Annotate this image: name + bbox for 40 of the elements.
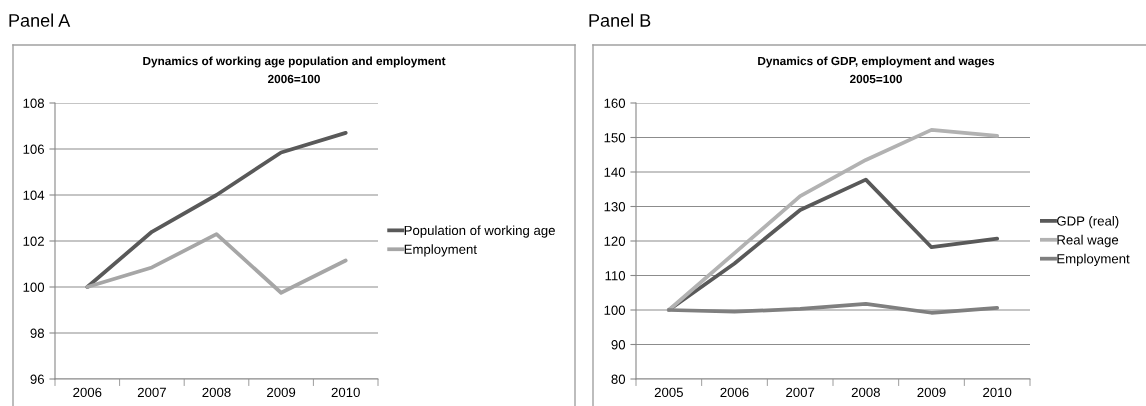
y-tick-label: 100 [604,305,626,315]
x-tick-label: 2006 [73,387,102,398]
y-tick-label: 140 [604,167,626,177]
legend-label: Real wage [1057,234,1119,248]
text: Panel A [9,13,71,27]
chart-title: Dynamics of GDP, employment and wages [758,56,995,68]
y-tick-label: 108 [23,98,45,108]
y-tick-label: 150 [604,133,626,143]
x-tick-label: 2009 [917,387,946,398]
x-tick-label: 2005 [654,387,683,398]
x-tick-label: 2008 [851,387,880,398]
y-tick-label: 130 [604,202,626,212]
x-tick-label: 2008 [202,387,231,398]
y-tick-label: 80 [611,374,626,384]
y-tick-label: 160 [604,98,626,108]
line-series [85,232,348,295]
x-tick-label: 2007 [786,387,815,398]
y-tick-label: 96 [30,374,44,384]
chart-subtitle: 2005=100 [849,74,902,84]
x-tick-label: 2006 [720,387,749,398]
y-tick-label: 100 [23,282,45,292]
y-tick-label: 110 [605,271,626,281]
chart-title: Dynamics of working age population and employment [143,56,446,68]
chart-subtitle: 2006=100 [267,74,320,84]
x-tick-label: 2010 [331,387,360,398]
text: Panel B [589,13,651,27]
x-tick-label: 2007 [137,387,166,398]
legend-label: Population of working age [404,225,555,238]
legend-label: Employment [1057,253,1130,267]
y-tick-label: 90 [611,340,626,350]
x-tick-label: 2009 [267,387,296,398]
line-series [666,301,1000,315]
y-tick-label: 120 [604,236,626,246]
y-tick-label: 98 [30,328,45,338]
x-tick-label: 2010 [983,387,1012,398]
legend-label: Employment [404,244,477,257]
y-tick-label: 104 [23,190,45,200]
y-tick-label: 106 [23,144,45,154]
legend-label: GDP (real) [1057,215,1119,229]
y-tick-label: 102 [23,236,44,246]
